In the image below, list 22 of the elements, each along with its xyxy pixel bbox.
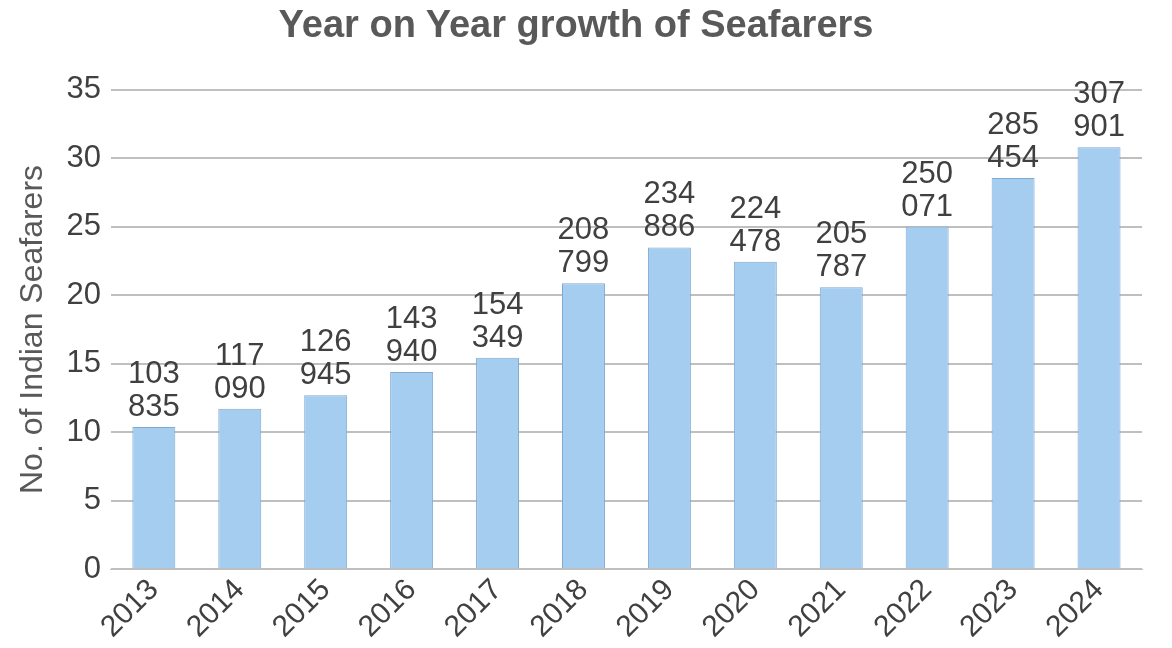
annotation: 224 478	[729, 189, 782, 258]
y-tick-label: 35	[66, 70, 101, 106]
annotation: 250 071	[901, 154, 954, 223]
annotation: 285 454	[987, 106, 1039, 175]
y-tick-label: 20	[66, 275, 101, 311]
annotation: 307 901	[1073, 75, 1125, 144]
chart-title: Year on Year growth of Seafarers	[278, 3, 874, 46]
y-tick-label: 15	[66, 344, 101, 380]
y-tick-label: 0	[83, 549, 101, 585]
y-tick-label: 30	[66, 138, 101, 174]
y-tick-label: 10	[66, 412, 101, 448]
y-axis-title: No. of Indian Seafarers	[13, 164, 50, 495]
annotation: 208 799	[557, 211, 610, 280]
annotation: 103 835	[127, 355, 180, 424]
annotation: 205 787	[815, 215, 868, 284]
y-tick-label: 25	[66, 207, 101, 243]
annotation: 143 940	[385, 300, 438, 369]
annotation: 117 090	[213, 336, 266, 405]
y-tick-label: 5	[83, 481, 101, 517]
annotation: 154 349	[471, 285, 524, 354]
annotation: 234 886	[643, 175, 696, 244]
annotation: 126 945	[299, 323, 352, 392]
